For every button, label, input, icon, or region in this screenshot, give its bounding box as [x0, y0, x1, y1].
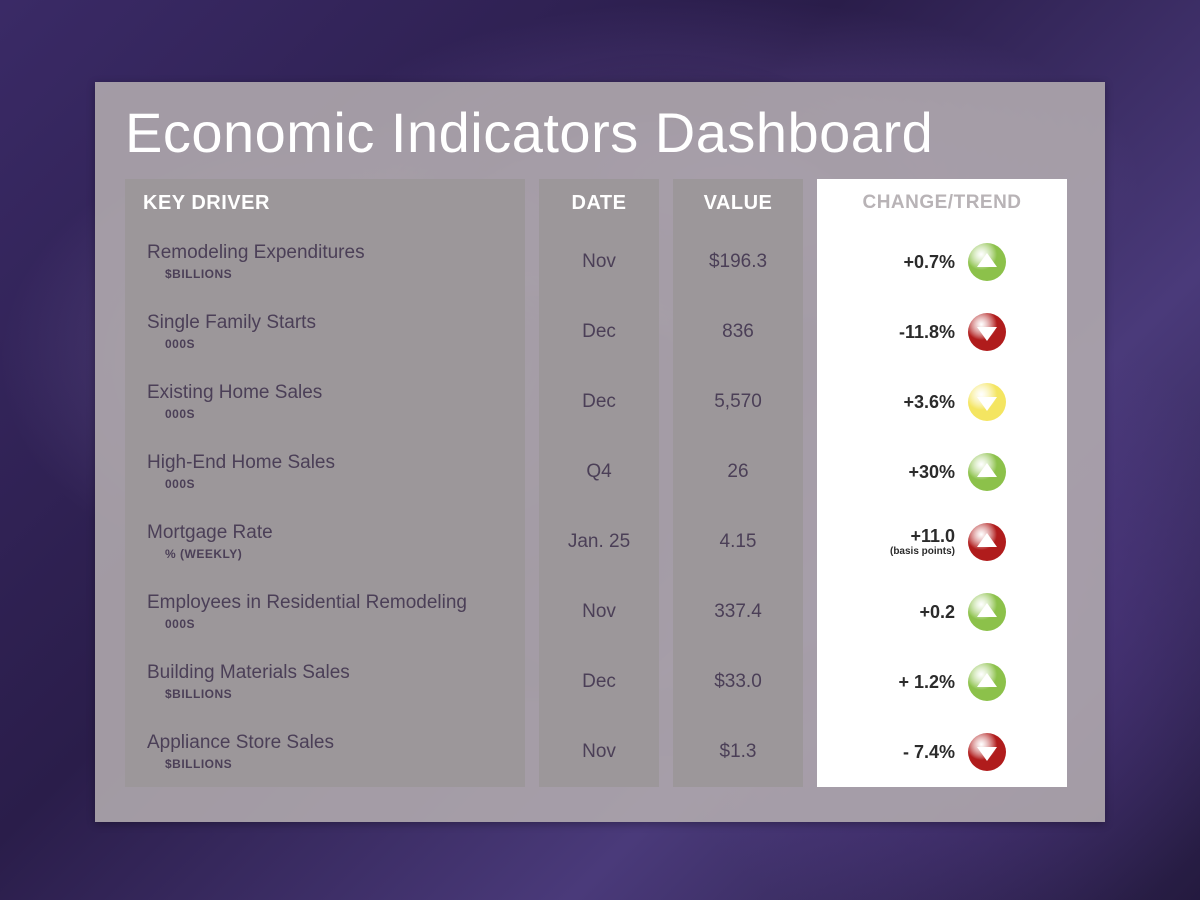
trend-up-icon [967, 662, 1007, 702]
column-date: DATE Nov Dec Dec Q4 Jan. 25 Nov Dec Nov [539, 179, 659, 787]
trend-change: +0.2 [877, 603, 955, 621]
value-cell: 836 [673, 297, 803, 367]
trend-up-icon [967, 522, 1007, 562]
trend-cell: +3.6% [817, 367, 1067, 437]
date-cell: Dec [539, 647, 659, 717]
column-value: VALUE $196.3 836 5,570 26 4.15 337.4 $33… [673, 179, 803, 787]
value-cell: $1.3 [673, 717, 803, 787]
driver-unit: 000s [147, 617, 195, 631]
date-cell: Q4 [539, 437, 659, 507]
driver-unit: 000s [147, 407, 195, 421]
driver-unit: $Billions [147, 757, 232, 771]
trend-down-icon [967, 382, 1007, 422]
trend-cell: + 1.2% [817, 647, 1067, 717]
driver-name: Single Family Starts [147, 313, 316, 334]
column-trend: CHANGE/TREND +0.7% -11.8% +3.6% +30% +11… [817, 179, 1067, 787]
value-cell: 4.15 [673, 507, 803, 577]
trend-down-icon [967, 732, 1007, 772]
date-cell: Nov [539, 577, 659, 647]
driver-unit: % (Weekly) [147, 547, 242, 561]
date-cell: Nov [539, 227, 659, 297]
date-cell: Jan. 25 [539, 507, 659, 577]
trend-up-icon [967, 242, 1007, 282]
date-cell: Dec [539, 297, 659, 367]
date-cell: Nov [539, 717, 659, 787]
trend-change: -11.8% [877, 323, 955, 341]
trend-up-icon [967, 592, 1007, 632]
page-title: Economic Indicators Dashboard [125, 100, 1075, 165]
trend-cell: +0.7% [817, 227, 1067, 297]
value-cell: 5,570 [673, 367, 803, 437]
trend-cell: +0.2 [817, 577, 1067, 647]
table-row: Single Family Starts 000s [125, 297, 525, 367]
column-key-driver: KEY DRIVER Remodeling Expenditures $Billi… [125, 179, 525, 787]
driver-name: Employees in Residential Remodeling [147, 593, 467, 614]
value-cell: 26 [673, 437, 803, 507]
trend-down-icon [967, 312, 1007, 352]
driver-name: High-End Home Sales [147, 453, 335, 474]
trend-up-icon [967, 452, 1007, 492]
value-cell: $196.3 [673, 227, 803, 297]
trend-change: +3.6% [877, 393, 955, 411]
trend-change: +30% [877, 463, 955, 481]
table-row: Appliance Store Sales $Billions [125, 717, 525, 787]
value-cell: 337.4 [673, 577, 803, 647]
driver-unit: 000s [147, 477, 195, 491]
trend-cell: +30% [817, 437, 1067, 507]
trend-change: + 1.2% [877, 673, 955, 691]
driver-name: Appliance Store Sales [147, 733, 334, 754]
trend-change: +0.7% [877, 253, 955, 271]
value-cell: $33.0 [673, 647, 803, 717]
driver-name: Mortgage Rate [147, 523, 273, 544]
table-row: Building Materials Sales $Billions [125, 647, 525, 717]
table-row: Mortgage Rate % (Weekly) [125, 507, 525, 577]
column-header-driver: KEY DRIVER [125, 179, 525, 227]
indicators-table: KEY DRIVER Remodeling Expenditures $Billi… [125, 179, 1075, 787]
trend-change: - 7.4% [877, 743, 955, 761]
driver-unit: $Billions [147, 687, 232, 701]
table-row: Employees in Residential Remodeling 000s [125, 577, 525, 647]
column-header-value: VALUE [673, 179, 803, 227]
trend-cell: -11.8% [817, 297, 1067, 367]
date-cell: Dec [539, 367, 659, 437]
dashboard-card: Economic Indicators Dashboard KEY DRIVER… [95, 82, 1105, 822]
column-header-trend: CHANGE/TREND [817, 179, 1067, 227]
driver-unit: $Billions [147, 267, 232, 281]
trend-change: +11.0(basis points) [877, 527, 955, 557]
table-row: Existing Home Sales 000s [125, 367, 525, 437]
driver-name: Building Materials Sales [147, 663, 350, 684]
table-row: High-End Home Sales 000s [125, 437, 525, 507]
trend-cell: +11.0(basis points) [817, 507, 1067, 577]
column-header-date: DATE [539, 179, 659, 227]
driver-name: Remodeling Expenditures [147, 243, 365, 264]
driver-name: Existing Home Sales [147, 383, 322, 404]
trend-cell: - 7.4% [817, 717, 1067, 787]
driver-unit: 000s [147, 337, 195, 351]
table-row: Remodeling Expenditures $Billions [125, 227, 525, 297]
